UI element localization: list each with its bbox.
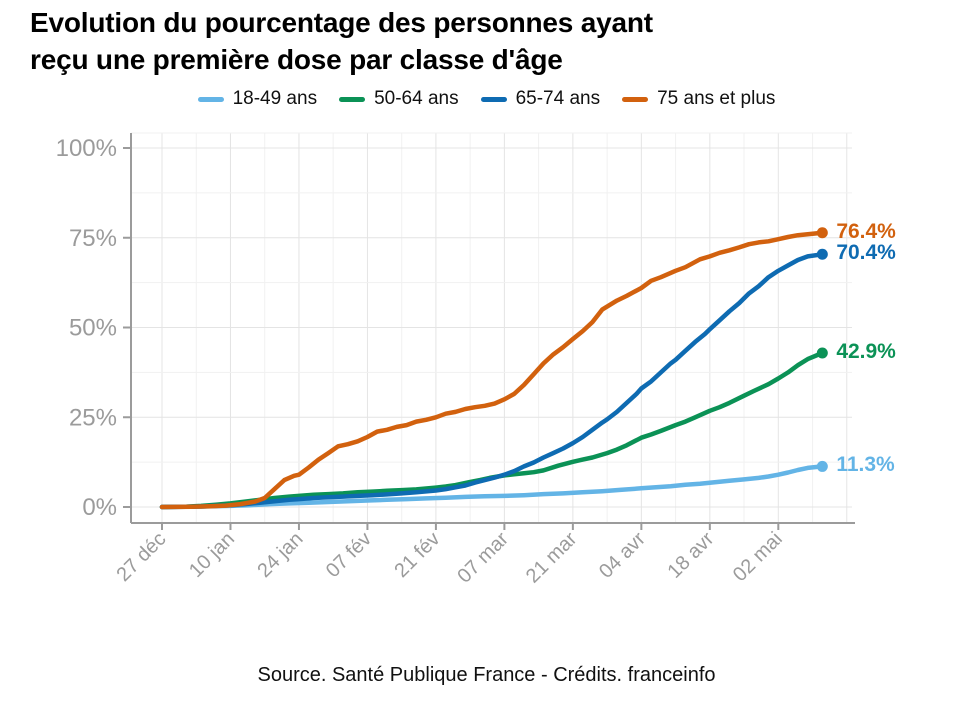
series-line-18-49-ans xyxy=(159,464,825,510)
series-end-label-18-49-ans: 11.3% xyxy=(836,453,895,477)
legend: 18-49 ans 50-64 ans 65-74 ans 75 ans et plu… xyxy=(0,88,973,110)
series-end-label-75-ans-et-plus: 76.4% xyxy=(836,219,896,243)
legend-item-50-64-ans: 50-64 ans xyxy=(339,88,459,110)
legend-swatch-icon xyxy=(622,96,649,102)
x-tick-label: 27 déc xyxy=(113,528,171,586)
y-tick-label: 50% xyxy=(69,315,117,342)
y-tick-label: 0% xyxy=(82,494,117,521)
x-tick-label: 18 avr xyxy=(663,528,718,583)
legend-label: 75 ans et plus xyxy=(657,88,776,109)
chart-title: Evolution du pourcentage des personnes a… xyxy=(30,4,940,78)
legend-swatch-icon xyxy=(197,96,224,102)
series-end-label-65-74-ans: 70.4% xyxy=(836,241,896,265)
x-tick-label: 10 jan xyxy=(185,528,239,582)
series-line-65-74-ans xyxy=(159,252,825,510)
x-tick-label: 21 fév xyxy=(390,528,444,582)
y-tick-label: 75% xyxy=(69,225,117,252)
chart-title-line1: Evolution du pourcentage des personnes a… xyxy=(30,7,653,38)
x-tick-label: 07 fév xyxy=(322,528,376,582)
series-line-75-ans-et-plus xyxy=(159,230,825,510)
series-end-label-50-64-ans: 42.9% xyxy=(836,339,896,363)
x-tick-label: 02 mai xyxy=(729,528,787,586)
series-endpoint-50-64-ans xyxy=(816,347,828,359)
chart-title-line2: reçu une première dose par classe d'âge xyxy=(30,44,563,75)
source-credit: Source. Santé Publique France - Crédits.… xyxy=(257,664,716,686)
legend-item-75-ans-et-plus: 75 ans et plus xyxy=(622,88,775,110)
legend-item-65-74-ans: 65-74 ans xyxy=(480,88,601,110)
series-endpoint-65-74-ans xyxy=(816,248,828,260)
legend-item-18-49-ans: 18-49 ans xyxy=(197,88,318,110)
x-tick-label: 07 mar xyxy=(453,528,513,588)
legend-swatch-icon xyxy=(480,96,507,102)
series-line-50-64-ans xyxy=(159,350,825,510)
y-tick-label: 25% xyxy=(69,404,117,431)
legend-label: 65-74 ans xyxy=(515,88,601,109)
series-endpoint-75-ans-et-plus xyxy=(816,227,828,239)
legend-label: 18-49 ans xyxy=(232,88,318,109)
x-tick-label: 24 jan xyxy=(253,528,307,582)
x-tick-label: 21 mar xyxy=(522,528,582,588)
legend-label: 50-64 ans xyxy=(374,88,459,109)
series-endpoint-18-49-ans xyxy=(816,460,828,472)
y-tick-label: 100% xyxy=(56,135,117,162)
x-tick-label: 04 avr xyxy=(595,528,650,583)
legend-swatch-icon xyxy=(339,96,366,102)
